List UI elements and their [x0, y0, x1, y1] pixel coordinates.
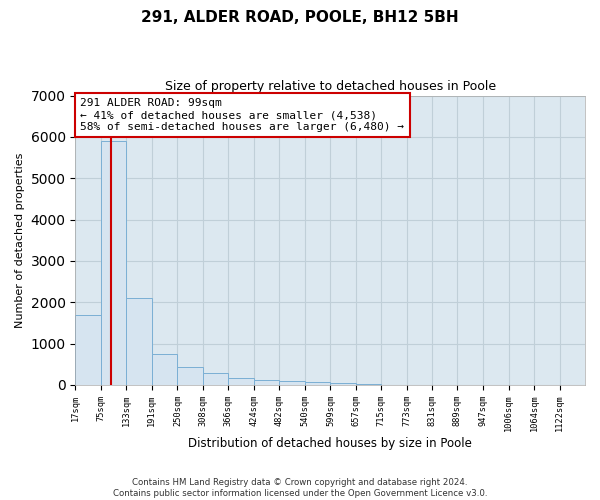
Bar [254, 380, 279, 385]
Text: 291, ALDER ROAD, POOLE, BH12 5BH: 291, ALDER ROAD, POOLE, BH12 5BH [141, 10, 459, 25]
Bar [101, 141, 126, 385]
Bar [279, 382, 305, 385]
Title: Size of property relative to detached houses in Poole: Size of property relative to detached ho… [164, 80, 496, 93]
Bar [305, 382, 331, 385]
X-axis label: Distribution of detached houses by size in Poole: Distribution of detached houses by size … [188, 437, 472, 450]
Bar [178, 367, 203, 385]
Bar [203, 374, 229, 385]
Bar [229, 378, 254, 385]
Bar [76, 314, 101, 385]
Y-axis label: Number of detached properties: Number of detached properties [15, 152, 25, 328]
Bar [331, 383, 356, 385]
Bar [356, 384, 381, 385]
Text: Contains HM Land Registry data © Crown copyright and database right 2024.
Contai: Contains HM Land Registry data © Crown c… [113, 478, 487, 498]
Bar [152, 354, 178, 385]
Text: 291 ALDER ROAD: 99sqm
← 41% of detached houses are smaller (4,538)
58% of semi-d: 291 ALDER ROAD: 99sqm ← 41% of detached … [80, 98, 404, 132]
Bar [126, 298, 152, 385]
